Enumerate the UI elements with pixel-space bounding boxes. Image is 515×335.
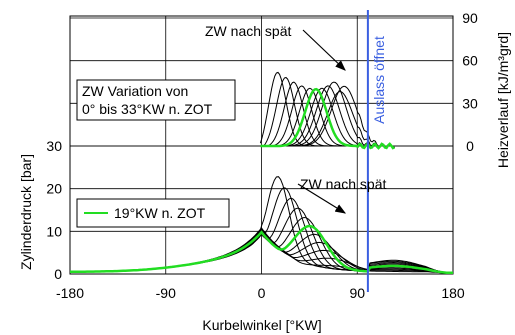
heat-tick-label: 90 [462,10,478,26]
exhaust-opening-label: Auslass öffnet [371,36,387,124]
x-tick-label: 180 [441,285,465,301]
pressure-tick-label: 0 [54,266,62,282]
x-tick-label: -90 [156,285,176,301]
heat-arrow-label: ZW nach spät [205,23,291,39]
pressure-tick-label: 30 [46,138,62,154]
plot-frame [69,15,454,275]
heat-axis-label: Heizverlauf [kJ/m³grd] [495,32,511,168]
pressure-curve-highlight [70,224,453,274]
pressure-arrow [297,183,347,214]
x-tick-label: 0 [258,285,266,301]
x-tick-label: 90 [349,285,365,301]
pressure-curves [69,176,453,274]
pressure-arrow-label: ZW nach spät [300,176,386,192]
heat-release-curves [259,71,396,150]
heat-tick-labels: 0 30 60 90 [462,10,478,154]
x-tick-labels: -180 -90 0 90 180 [56,285,465,301]
x-axis-label: Kurbelwinkel [°KW] [202,317,321,333]
pressure-axis-label: Zylinderdruck [bar] [18,154,34,270]
heat-tick-label: 30 [462,95,478,111]
variation-text-line2: 0° bis 33°KW n. ZOT [82,101,213,117]
heat-tick-label: 60 [462,53,478,69]
pressure-tick-label: 20 [46,181,62,197]
legend-label: 19°KW n. ZOT [114,205,206,221]
x-tick-label: -180 [56,285,84,301]
variation-text-line1: ZW Variation von [82,83,188,99]
heat-curve-highlight [260,87,396,150]
pressure-tick-labels: 0 10 20 30 [46,138,62,282]
variation-box [76,79,236,121]
heat-arrow [302,29,346,71]
pressure-tick-label: 10 [46,223,62,239]
heat-tick-label: 0 [466,138,474,154]
